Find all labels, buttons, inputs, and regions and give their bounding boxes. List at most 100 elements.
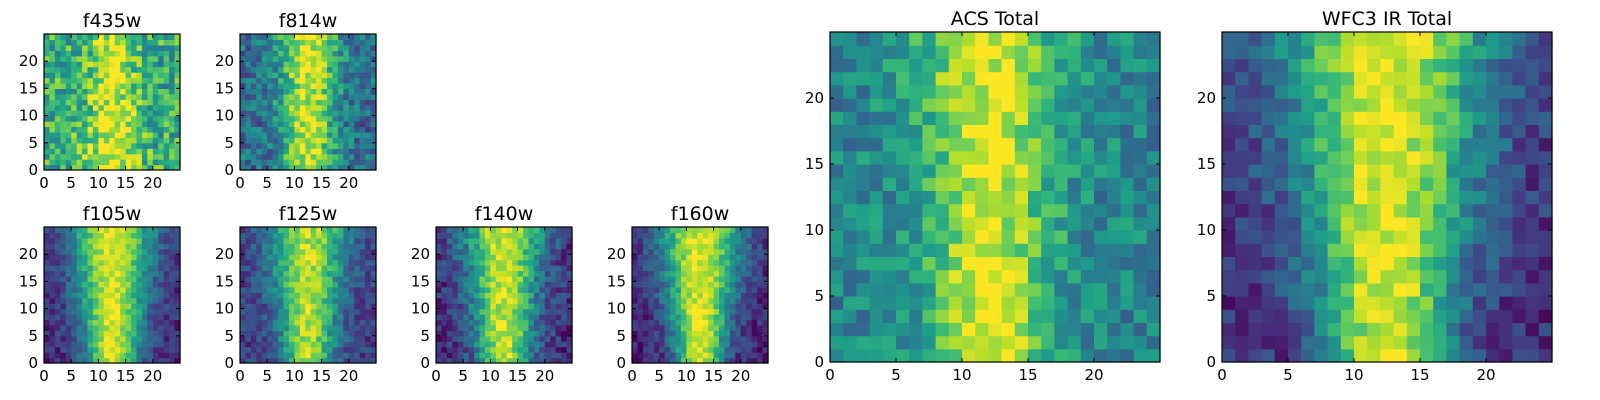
pixel-cell [299, 232, 306, 239]
pixel-cell [305, 243, 312, 250]
pixel-cell [141, 66, 148, 73]
pixel-cell [670, 286, 677, 293]
pixel-cell [332, 319, 339, 326]
pixel-cell [1235, 150, 1249, 165]
pixel-cell [648, 232, 655, 239]
pixel-cell [1301, 335, 1315, 350]
pixel-cell [719, 352, 726, 359]
pixel-cell [1261, 216, 1276, 231]
pixel-cell [337, 265, 344, 272]
pixel-cell [757, 335, 764, 342]
pixel-cell [125, 77, 132, 84]
pixel-cell [310, 77, 317, 84]
pixel-cell [1041, 32, 1055, 46]
pixel-cell [65, 44, 72, 51]
pixel-cell [1133, 58, 1148, 73]
pixel-cell [566, 297, 573, 304]
pixel-cell [468, 227, 475, 234]
pixel-cell [1327, 296, 1342, 310]
pixel-cell [283, 297, 290, 304]
pixel-cell [762, 248, 769, 255]
pixel-cell [343, 259, 350, 266]
pixel-cell [158, 34, 165, 41]
pixel-cell [523, 357, 530, 364]
pixel-cell [158, 159, 165, 166]
pixel-cell [65, 346, 72, 353]
pixel-cell [370, 330, 377, 337]
pixel-cell [354, 292, 361, 299]
pixel-cell [724, 297, 731, 304]
x-tick-label: 20 [535, 367, 554, 385]
pixel-cell [120, 341, 127, 348]
pixel-cell [735, 346, 742, 353]
pixel-cell [354, 153, 361, 160]
pixel-cell [1512, 203, 1527, 218]
pixel-cell [141, 232, 148, 239]
pixel-cell [109, 232, 116, 239]
pixel-cell [512, 346, 519, 353]
pixel-cell [1235, 309, 1249, 323]
pixel-cell [664, 227, 671, 234]
pixel-cell [288, 164, 295, 171]
pixel-cell [288, 314, 295, 321]
pixel-cell [283, 330, 290, 337]
pixel-cell [1235, 164, 1249, 178]
pixel-cell [653, 281, 660, 288]
pixel-cell [348, 308, 355, 315]
pixel-cell [359, 237, 366, 244]
pixel-cell [436, 341, 443, 348]
pixel-cell [332, 93, 339, 100]
pixel-cell [98, 104, 105, 111]
pixel-cell [71, 61, 78, 68]
pixel-cell [169, 227, 176, 234]
pixel-cell [1261, 177, 1276, 191]
pixel-cell [506, 308, 513, 315]
pixel-cell [922, 322, 937, 337]
pixel-cell [512, 275, 519, 282]
pixel-cell [1248, 216, 1263, 231]
pixel-cell [240, 265, 247, 272]
pixel-cell [1406, 335, 1421, 350]
pixel-cell [54, 275, 61, 282]
pixel-cell [506, 314, 513, 321]
pixel-cell [294, 148, 301, 155]
pixel-cell [751, 324, 758, 331]
pixel-cell [830, 32, 844, 46]
pixel-cell [561, 259, 568, 266]
pixel-cell [294, 352, 301, 359]
pixel-cell [659, 254, 666, 261]
pixel-cell [856, 177, 871, 191]
pixel-cell [92, 286, 99, 293]
pixel-cell [114, 324, 121, 331]
pixel-cell [1261, 322, 1276, 337]
pixel-cell [82, 227, 89, 234]
pixel-cell [49, 286, 56, 293]
pixel-cell [948, 348, 963, 363]
pixel-cell [896, 269, 910, 284]
pixel-cell [163, 232, 170, 239]
pixel-cell [256, 34, 263, 41]
y-tick-label: 0 [616, 354, 626, 372]
pixel-cell [1222, 216, 1236, 231]
pixel-cell [948, 98, 963, 112]
pixel-cell [512, 352, 519, 359]
f125w-image [240, 227, 377, 364]
pixel-cell [468, 357, 475, 364]
pixel-cell [512, 314, 519, 321]
pixel-cell [653, 335, 660, 342]
pixel-cell [675, 281, 682, 288]
pixel-cell [278, 61, 285, 68]
pixel-cell [697, 232, 704, 239]
pixel-cell [125, 324, 132, 331]
pixel-cell [719, 248, 726, 255]
pixel-cell [131, 227, 138, 234]
pixel-cell [975, 177, 989, 191]
pixel-cell [680, 286, 687, 293]
pixel-cell [555, 352, 562, 359]
pixel-cell [691, 227, 698, 234]
pixel-cell [332, 159, 339, 166]
pixel-cell [44, 148, 51, 155]
pixel-cell [267, 281, 274, 288]
pixel-cell [566, 243, 573, 250]
